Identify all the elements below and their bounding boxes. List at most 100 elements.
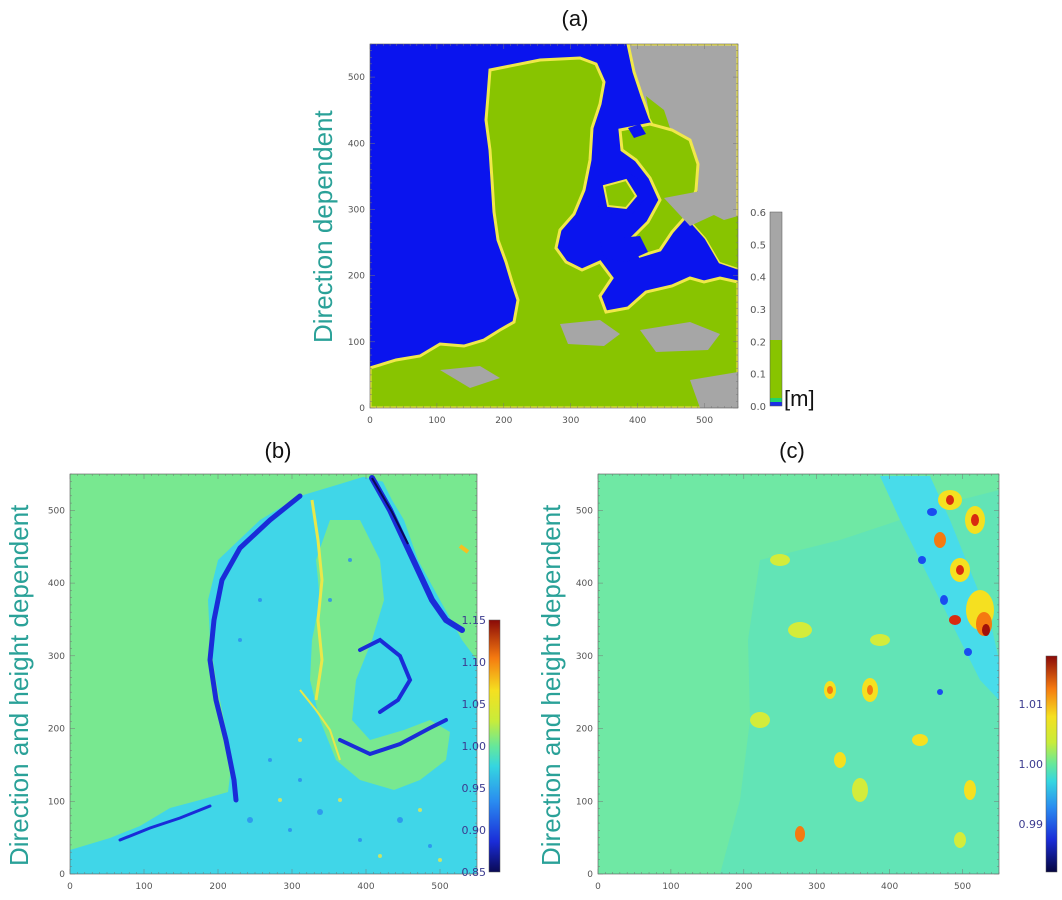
x-tick-label: 400 — [629, 416, 646, 426]
x-tick-label: 300 — [562, 416, 579, 426]
x-tick-label: 300 — [283, 882, 300, 892]
panel-b-label: (b) — [264, 438, 292, 463]
colorbar-a-grey — [770, 212, 782, 340]
panel-b-island-coast — [358, 637, 413, 714]
panel-a-grey-patch — [690, 372, 738, 408]
y-tick-label: 0 — [59, 870, 65, 880]
panel-b-south-coast — [338, 718, 448, 757]
colorbar-a-frame — [769, 211, 783, 407]
colorbar-tick-label: 0.99 — [1019, 818, 1044, 831]
panel-a-grey-patch — [664, 190, 716, 226]
x-tick-label: 100 — [135, 882, 152, 892]
colorbar-tick-label: 0.6 — [750, 208, 766, 219]
hotspot — [971, 514, 979, 526]
colorbar-a-blue — [770, 402, 782, 406]
x-tick-label: 200 — [495, 416, 512, 426]
panel-c-axes: 0 100 200 300 400 500 0 100 200 300 400 500 — [576, 473, 1000, 892]
x-tick-label: 0 — [67, 882, 73, 892]
colorbar-tick-label: 1.00 — [462, 740, 487, 753]
colorbar-tick-label: 0.95 — [462, 782, 487, 795]
colorbar-a-green — [770, 340, 782, 398]
colorbar-tick-label: 1.15 — [462, 614, 487, 627]
panel-b-speckle-yellow — [278, 738, 442, 862]
hotspot — [834, 752, 846, 768]
colorbar-tick-label: 0.4 — [750, 273, 766, 284]
panel-b-map — [70, 474, 477, 874]
colorbar-b — [488, 619, 501, 873]
colorbar-tick-label: 1.10 — [462, 656, 487, 669]
hotspot — [982, 624, 990, 636]
hotspot — [795, 826, 805, 842]
hotspot — [964, 780, 976, 800]
panel-b-kattegat — [360, 476, 477, 560]
hotspot — [852, 778, 868, 802]
panel-c-label: (c) — [779, 438, 805, 463]
y-tick-label: 400 — [576, 579, 593, 589]
hotspot — [954, 832, 966, 848]
panel-a-island-funen — [602, 178, 638, 210]
colorbar-tick-label: 0.5 — [750, 240, 766, 251]
colorbar-tick-label: 0.3 — [750, 305, 766, 316]
y-tick-label: 100 — [48, 797, 65, 807]
y-tick-label: 500 — [576, 506, 593, 516]
coldspot — [937, 689, 943, 695]
x-tick-label: 500 — [954, 882, 971, 892]
hotspot — [870, 634, 890, 646]
hotspot — [956, 565, 964, 575]
panel-a-frame — [369, 43, 739, 409]
y-tick-label: 500 — [348, 73, 365, 83]
panel-a-map — [370, 44, 738, 408]
colorbar-tick-label: 1.05 — [462, 698, 487, 711]
colorbar-a-lightgreen — [770, 398, 782, 402]
panel-c-frame — [597, 473, 1000, 875]
y-tick-label: 200 — [576, 725, 593, 735]
y-tick-label: 0 — [587, 870, 593, 880]
colorbar-tick-label: 0.0 — [750, 402, 766, 413]
x-tick-label: 200 — [209, 882, 226, 892]
y-tick-label: 400 — [48, 579, 65, 589]
y-tick-label: 500 — [48, 506, 65, 516]
panel-a-axes: 0 100 200 300 400 500 0 100 200 300 400 500 — [348, 43, 739, 426]
colorbar-tick-label: 0.1 — [750, 370, 766, 381]
hotspot — [946, 495, 954, 505]
y-tick-label: 300 — [48, 652, 65, 662]
coldspot — [940, 595, 948, 605]
panel-a-lake — [628, 124, 646, 138]
panel-c-coast-band — [880, 476, 999, 700]
colorbar-tick-label: 0.85 — [462, 866, 487, 879]
panel-a-label: (a) — [561, 6, 589, 31]
colorbar-tick-label: 0.2 — [750, 337, 766, 348]
panel-a-island-zealand — [618, 122, 700, 258]
x-tick-label: 500 — [431, 882, 448, 892]
x-tick-label: 100 — [428, 416, 445, 426]
y-tick-label: 300 — [576, 652, 593, 662]
panel-c-hotspots — [750, 490, 994, 848]
y-tick-label: 200 — [348, 272, 365, 282]
panel-a-grey-patch — [560, 320, 620, 346]
x-tick-label: 200 — [735, 882, 752, 892]
hotspot — [867, 685, 873, 695]
y-tick-label: 100 — [348, 338, 365, 348]
colorbar-tick-label: 0.90 — [462, 824, 487, 837]
coldspot — [964, 648, 972, 656]
y-tick-label: 400 — [348, 139, 365, 149]
panel-b-inner-sea — [310, 520, 450, 790]
colorbar-c-ticks: 0.99 1.00 1.01 — [1019, 698, 1044, 831]
hotspot — [770, 554, 790, 566]
coldspot — [918, 556, 926, 564]
x-tick-label: 300 — [808, 882, 825, 892]
panel-a-jutland — [370, 56, 738, 408]
colorbar-a-unit: [m] — [784, 386, 815, 411]
y-tick-label: 100 — [576, 797, 593, 807]
hotspot — [827, 686, 833, 694]
panel-a-bay — [600, 236, 648, 262]
x-tick-label: 400 — [881, 882, 898, 892]
panel-b-west-coast — [207, 493, 303, 803]
x-tick-label: 400 — [357, 882, 374, 892]
panel-b-axes: 0 100 200 300 400 500 0 100 200 300 400 500 — [48, 473, 478, 892]
colorbar-a-ticks: 0.0 0.1 0.2 0.3 0.4 0.5 0.6 — [750, 208, 766, 413]
hotspot — [912, 734, 928, 746]
x-tick-label: 100 — [662, 882, 679, 892]
panel-b-germany-coast — [118, 804, 212, 842]
